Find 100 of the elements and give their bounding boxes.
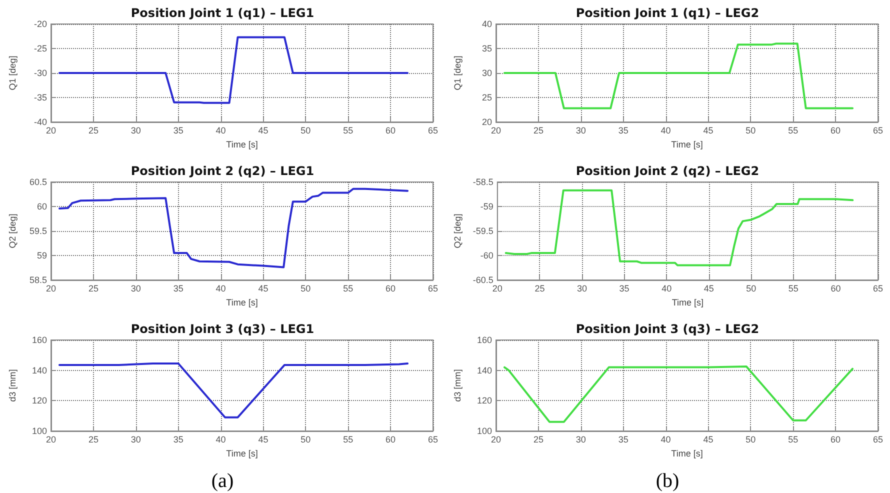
x-tick-label: 35 <box>618 126 628 136</box>
x-axis-title: Time [s] <box>226 297 258 308</box>
x-tick-label: 30 <box>576 284 587 294</box>
x-tick-label: 45 <box>258 284 268 294</box>
y-tick-label: 59.5 <box>29 226 47 236</box>
x-tick-label: 50 <box>300 126 311 136</box>
x-axis-title: Time [s] <box>226 448 258 458</box>
x-tick-label: 25 <box>533 434 544 444</box>
chart-title: Position Joint 1 (q1) – LEG2 <box>576 6 760 20</box>
x-tick-label: 25 <box>88 126 98 136</box>
x-axis-title: Time [s] <box>672 297 704 308</box>
x-tick-label: 35 <box>173 126 184 136</box>
y-tick-label: -59 <box>480 202 494 212</box>
x-tick-label: 45 <box>703 434 714 444</box>
y-axis-title: Q1 [deg] <box>8 56 18 90</box>
y-tick-label: 25 <box>482 92 492 102</box>
y-tick-label: 30 <box>482 68 492 78</box>
y-tick-label: -60 <box>480 250 494 260</box>
x-tick-label: 65 <box>428 434 438 444</box>
x-tick-label: 60 <box>386 284 396 294</box>
x-tick-label: 50 <box>300 434 311 444</box>
x-tick-label: 20 <box>46 284 56 294</box>
x-tick-label: 65 <box>872 434 884 444</box>
y-axis-title: d3 [mm] <box>8 369 18 402</box>
x-axis-title: Time [s] <box>671 448 703 458</box>
x-tick-label: 30 <box>130 284 141 294</box>
x-tick-label: 55 <box>343 434 354 444</box>
x-tick-label: 55 <box>788 434 798 444</box>
y-tick-label: 120 <box>32 396 47 406</box>
text: (b) <box>656 470 680 492</box>
y-tick-label: 140 <box>32 365 47 376</box>
chart-title: Position Joint 3 (q3) – LEG1 <box>130 322 314 336</box>
x-axis-title: Time [s] <box>671 139 703 150</box>
x-tick-label: 45 <box>704 284 714 294</box>
y-tick-label: 40 <box>482 19 492 29</box>
x-tick-label: 40 <box>216 434 226 444</box>
x-tick-label: 45 <box>258 434 268 444</box>
x-tick-label: 60 <box>386 434 396 444</box>
x-tick-label: 25 <box>88 434 98 444</box>
x-tick-label: 20 <box>46 434 56 444</box>
x-tick-label: 25 <box>534 284 545 294</box>
x-tick-label: 30 <box>576 126 586 136</box>
x-tick-label: 35 <box>173 434 184 444</box>
y-tick-label: -58.5 <box>472 177 494 187</box>
y-axis-title: Q1 [deg] <box>452 56 462 90</box>
x-tick-label: 40 <box>660 434 671 444</box>
y-axis-title: d3 [mm] <box>452 369 462 402</box>
x-tick-label: 45 <box>703 126 714 136</box>
line-series <box>503 42 854 110</box>
y-tick-label: -25 <box>34 44 47 54</box>
line-series <box>58 188 409 268</box>
y-axis-title: Q2 [deg] <box>452 214 462 248</box>
x-tick-label: 50 <box>300 284 311 294</box>
x-tick-label: 60 <box>830 126 841 136</box>
x-tick-label: 40 <box>216 284 226 294</box>
x-tick-label: 55 <box>343 284 354 294</box>
x-tick-label: 20 <box>46 126 56 136</box>
x-tick-label: 20 <box>490 126 502 136</box>
y-tick-label: 35 <box>482 44 492 54</box>
line-series <box>58 362 409 418</box>
y-tick-label: 140 <box>476 365 492 376</box>
x-tick-label: 50 <box>746 126 756 136</box>
y-tick-label: 60 <box>36 202 47 212</box>
y-tick-label: -20 <box>34 19 47 29</box>
x-tick-label: 60 <box>386 126 396 136</box>
x-tick-label: 35 <box>618 434 628 444</box>
x-tick-label: 65 <box>428 284 438 294</box>
x-tick-label: 20 <box>492 284 502 294</box>
x-tick-label: 30 <box>576 434 586 444</box>
y-tick-label: 160 <box>476 335 492 345</box>
y-tick-label: 60.5 <box>29 177 47 187</box>
x-tick-label: 60 <box>830 284 841 294</box>
x-tick-label: 40 <box>216 126 226 136</box>
y-tick-label: -60.5 <box>472 275 494 285</box>
x-tick-label: 30 <box>130 126 141 136</box>
y-tick-label: -59.5 <box>472 226 494 236</box>
x-tick-label: 60 <box>830 434 841 444</box>
x-tick-label: 35 <box>173 284 184 294</box>
y-tick-label: 20 <box>482 117 492 127</box>
line-series <box>58 36 409 104</box>
chart-title: Position Joint 2 (q2) – LEG1 <box>130 164 314 178</box>
line-series <box>503 366 854 423</box>
text: (a) <box>211 470 234 492</box>
y-tick-label: 59 <box>36 250 47 260</box>
x-tick-label: 55 <box>788 284 798 294</box>
chart-title: Position Joint 2 (q2) – LEG2 <box>576 164 760 178</box>
chart-title: Position Joint 1 (q1) – LEG1 <box>130 6 314 20</box>
x-tick-label: 40 <box>660 126 671 136</box>
y-tick-label: 160 <box>32 335 47 345</box>
x-tick-label: 20 <box>490 434 502 444</box>
x-tick-label: 45 <box>258 126 268 136</box>
x-tick-label: 55 <box>343 126 354 136</box>
x-tick-label: 65 <box>872 126 884 136</box>
x-tick-label: 65 <box>428 126 438 136</box>
chart-title: Position Joint 3 (q3) – LEG2 <box>576 322 760 336</box>
y-tick-label: 100 <box>476 426 492 436</box>
y-tick-label: -35 <box>34 92 47 102</box>
x-tick-label: 25 <box>88 284 98 294</box>
line-series <box>504 189 854 266</box>
y-tick-label: 58.5 <box>29 275 47 285</box>
